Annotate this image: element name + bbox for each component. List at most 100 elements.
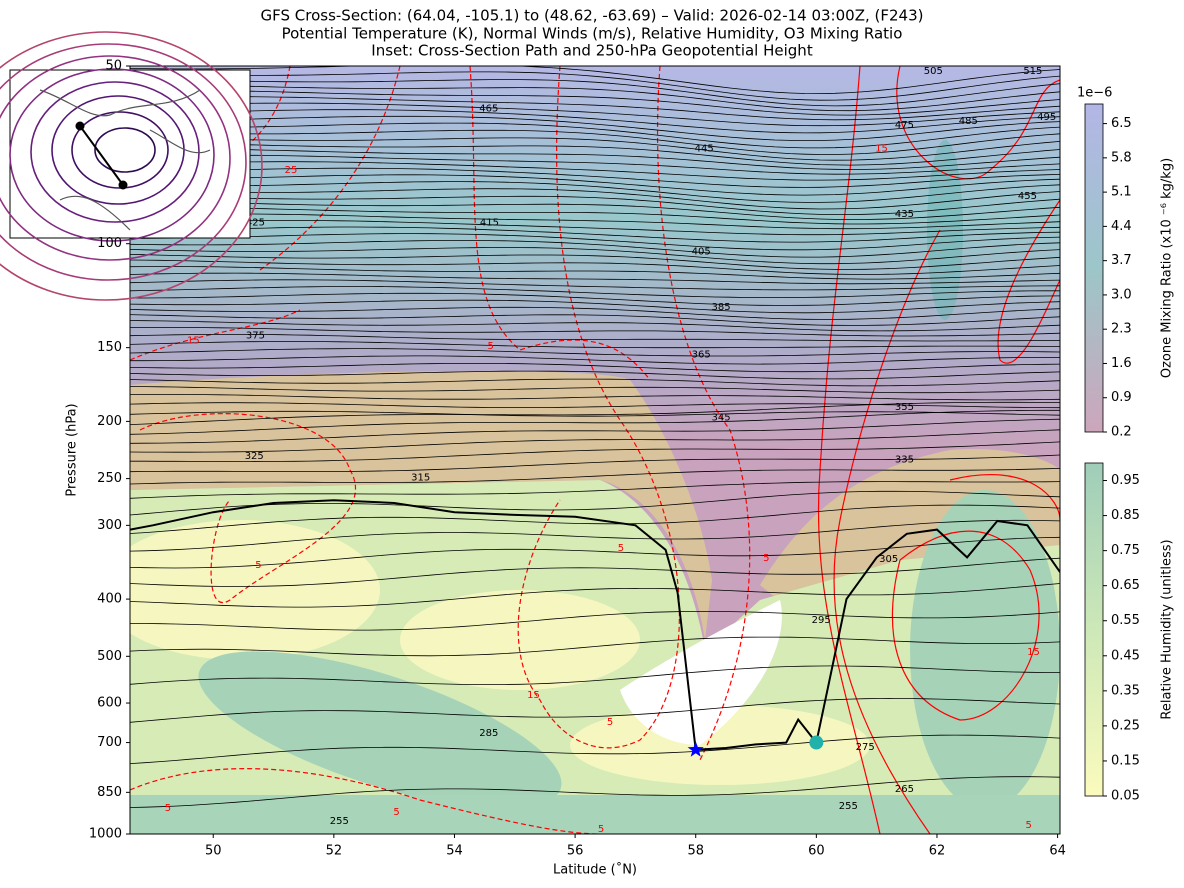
y-tick-label: 250 [97,471,122,486]
y-tick-label: 300 [97,518,122,533]
contour-label: 275 [856,742,875,753]
contour-label: 255 [839,801,858,812]
isentrope [130,734,1060,764]
contour-label: 495 [1037,112,1056,123]
contour-label: 265 [895,784,914,795]
rh-field [760,449,1060,610]
contour-label: 375 [246,330,265,341]
contour-label: 405 [692,246,711,257]
rh-field [130,795,1060,834]
contour-label: 485 [959,116,978,127]
y-tick-label: 500 [97,649,122,664]
isentrope [130,66,1060,95]
colorbars: 0.2 0.9 1.6 2.3 3.0 3.7 4.4 5.1 5.8 6.5 Ozone Mixi… [1077,86,1175,804]
isentrope [130,286,1060,298]
y-tick-label: 600 [97,696,122,711]
contour-label: 325 [245,451,264,462]
x-tick-label: 62 [929,844,946,859]
y-tick-label: 1000 [89,827,122,842]
dry-slot [620,600,782,745]
isentrope [130,272,1060,285]
isentrope [130,181,1060,203]
isentrope [130,636,1060,657]
isentrope [130,409,1060,435]
isentrope [130,259,1060,275]
colorbar-tick-label: 0.25 [1111,718,1140,733]
contour-label: 465 [479,103,498,114]
colorbar-tick-label: 6.5 [1111,116,1132,131]
y-axis-label: Pressure (hPa) [65,403,80,496]
isentrope [130,148,1060,170]
contour-label: 15 [187,336,200,347]
rh-field [130,370,712,640]
rh-field [910,490,1060,810]
colorbar-label: Ozone Mixing Ratio (x10 ⁻⁶ kg/kg) [1160,158,1175,378]
isentrope [130,418,1060,444]
isentrope [130,89,1060,116]
isentrope [130,136,1060,161]
isentrope [130,226,1060,243]
plot-area: 465 445 425 415 405 385 375 365 355 345 335 325 315 3… [130,66,1060,835]
contour-label: 5 [598,824,604,835]
isentrope [130,129,1060,155]
x-axis-label: Latitude (˚N) [553,862,637,878]
isentrope [130,536,1060,569]
contour-label: 505 [924,66,943,77]
thick-line [130,499,1060,751]
colorbar-tick-label: 0.35 [1111,683,1140,698]
contour-label: 5 [255,560,261,571]
isentrope [130,154,1060,175]
contour-label: 515 [1023,66,1042,77]
colorbar-tick-label: 0.65 [1111,578,1140,593]
isentrope [130,504,1060,534]
isentrope [130,200,1060,220]
colorbar-tick-label: 5.1 [1111,185,1132,200]
isentrope [130,233,1060,251]
isentrope [130,71,1060,101]
isentrope [130,402,1060,409]
contour-label: 385 [712,302,731,313]
x-tick-label: 60 [808,844,825,859]
isentrope [130,247,1060,265]
contour-label: 435 [895,209,914,220]
colorbar-tick-label: 2.3 [1111,322,1132,337]
isentrope [130,219,1060,236]
isentrope [130,468,1060,485]
title-line: GFS Cross-Section: (64.04, -105.1) to (4… [261,7,924,25]
contour-label: 15 [527,690,540,701]
contour-label: 305 [879,554,898,565]
contour-label: 15 [875,144,888,155]
title-line: Potential Temperature (K), Normal Winds … [282,25,903,43]
x-tick-label: 54 [446,844,463,859]
isentrope [130,266,1060,280]
isentrope [130,102,1060,127]
isentrope [130,481,1060,499]
isentrope [130,327,1060,337]
contour-label: 445 [695,144,714,155]
isentrope [130,320,1060,332]
isentrope [130,83,1060,112]
y-tick-label: 100 [97,236,122,251]
x-tick-label: 64 [1049,844,1066,859]
isentrope [130,77,1060,107]
isentrope [130,213,1060,230]
isentrope [130,340,1060,349]
isentrope [130,306,1060,320]
isentrope [130,441,1060,462]
isentrope [130,141,1060,166]
rh-field [130,520,380,660]
contour-label: 425 [246,217,265,228]
x-tick-label: 52 [326,844,343,859]
contour-label: 5 [393,807,399,818]
isentrope [130,115,1060,142]
colorbar-tick-label: 0.55 [1111,613,1140,628]
star-marker [687,741,704,757]
isentrope [130,429,1060,453]
isentrope [130,96,1060,121]
colorbar-tick-label: 4.4 [1111,219,1132,234]
isentrope [130,314,1060,326]
isentrope [130,239,1060,258]
colorbar-tick-label: 5.8 [1111,150,1132,165]
contour-label: 475 [895,120,914,131]
colorbar-tick-label: 0.45 [1111,648,1140,663]
